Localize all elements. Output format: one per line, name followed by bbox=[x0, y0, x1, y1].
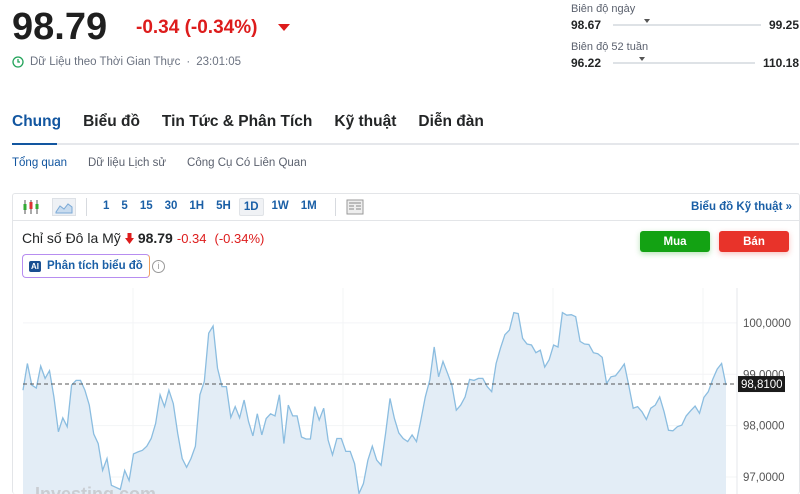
area-chart-icon[interactable] bbox=[52, 197, 76, 216]
interval-1[interactable]: 1 bbox=[103, 199, 110, 212]
sub-tabs: Tổng quan Dữ liệu Lịch sử Công Cụ Có Liê… bbox=[12, 157, 307, 169]
range-low: 98.67 bbox=[571, 18, 602, 32]
interval-1W[interactable]: 1W bbox=[271, 199, 289, 212]
main-tabs: Chung Biểu đồ Tin Tức & Phân Tích Kỹ thu… bbox=[12, 113, 484, 131]
interval-15[interactable]: 15 bbox=[139, 199, 153, 212]
candlestick-icon[interactable] bbox=[22, 199, 40, 215]
y-tick-label: 97,0000 bbox=[743, 472, 785, 484]
separator: · bbox=[186, 56, 191, 68]
instrument-header: Chỉ số Đô la Mỹ 98.79 -0.34 (-0.34%) bbox=[22, 230, 264, 246]
range-low: 96.22 bbox=[571, 56, 602, 70]
interval-list: 1 5 15 30 1H 5H 1D 1W 1M bbox=[99, 197, 325, 216]
chart-toolbar: 1 5 15 30 1H 5H 1D 1W 1M bbox=[12, 193, 800, 221]
clock-icon bbox=[12, 56, 24, 68]
subtab-summary[interactable]: Tổng quan bbox=[12, 157, 67, 169]
range-high: 99.25 bbox=[768, 18, 799, 32]
tab-chart[interactable]: Biểu đồ bbox=[83, 113, 140, 130]
info-icon[interactable]: i bbox=[152, 260, 165, 273]
technical-chart-link[interactable]: Biểu đồ Kỹ thuật » bbox=[691, 201, 792, 213]
day-range: Biên độ ngày 98.67 99.25 bbox=[571, 3, 799, 32]
watermark-logo: Investing.com bbox=[35, 484, 156, 494]
price-line bbox=[22, 311, 727, 494]
range-bar bbox=[613, 19, 761, 26]
active-tab-indicator bbox=[12, 143, 57, 145]
interval-5[interactable]: 5 bbox=[121, 199, 128, 212]
ai-icon: AI bbox=[29, 260, 41, 272]
interval-1D[interactable]: 1D bbox=[238, 197, 264, 216]
buy-button[interactable]: Mua bbox=[640, 231, 710, 252]
instrument-name: Chỉ số Đô la Mỹ bbox=[22, 230, 121, 246]
subtab-related[interactable]: Công Cụ Có Liên Quan bbox=[187, 157, 307, 169]
range-high: 110.18 bbox=[762, 56, 799, 70]
tab-overview[interactable]: Chung bbox=[12, 113, 62, 130]
last-price: 98.79 bbox=[12, 6, 108, 48]
range-label: Biên độ ngày bbox=[571, 3, 636, 15]
tab-news[interactable]: Tin Tức & Phân Tích bbox=[161, 113, 313, 130]
tab-technical[interactable]: Kỹ thuật bbox=[334, 113, 397, 130]
separator bbox=[334, 197, 336, 216]
interval-1H[interactable]: 1H bbox=[189, 199, 205, 212]
area-fill bbox=[23, 312, 726, 494]
realtime-label: Dữ Liệu theo Thời Gian Thực bbox=[30, 56, 181, 68]
subtab-historical[interactable]: Dữ liệu Lịch sử bbox=[88, 157, 167, 169]
price-change: -0.34 (-0.34%) bbox=[136, 17, 258, 38]
news-layout-icon[interactable] bbox=[346, 199, 364, 215]
update-time: 23:01:05 bbox=[196, 56, 241, 68]
instrument-price: 98.79 bbox=[137, 230, 173, 246]
range-marker bbox=[644, 19, 651, 23]
separator bbox=[86, 197, 87, 216]
ai-analysis-button[interactable]: AI Phân tích biểu đồ bbox=[22, 254, 150, 278]
y-tick-label: 100,0000 bbox=[743, 318, 791, 330]
52-week-range: Biên độ 52 tuần 96.22 110.18 bbox=[571, 41, 799, 70]
instrument-change: -0.34 bbox=[176, 230, 207, 246]
realtime-status: Dữ Liệu theo Thời Gian Thực · 23:01:05 bbox=[12, 56, 241, 68]
price-chart: 100,000099,000098,000097,0000Investing.c… bbox=[22, 288, 791, 494]
range-label: Biên độ 52 tuần bbox=[571, 41, 649, 53]
y-tick-label: 98,0000 bbox=[743, 421, 785, 433]
ai-label: Phân tích biểu đồ bbox=[47, 260, 143, 272]
sell-button[interactable]: Bán bbox=[719, 231, 789, 252]
interval-1M[interactable]: 1M bbox=[300, 199, 317, 212]
tab-divider bbox=[12, 143, 799, 145]
down-arrow-icon bbox=[124, 232, 134, 244]
interval-5H[interactable]: 5H bbox=[216, 199, 231, 212]
instrument-change-pct: (-0.34%) bbox=[214, 230, 265, 246]
last-price-badge bbox=[738, 376, 785, 393]
tab-forum[interactable]: Diễn đàn bbox=[418, 113, 484, 130]
range-bar bbox=[613, 57, 755, 64]
interval-30[interactable]: 30 bbox=[164, 199, 178, 212]
down-arrow-icon bbox=[278, 24, 290, 31]
range-marker bbox=[638, 57, 645, 61]
last-price-label: 98,8100 bbox=[741, 379, 783, 391]
